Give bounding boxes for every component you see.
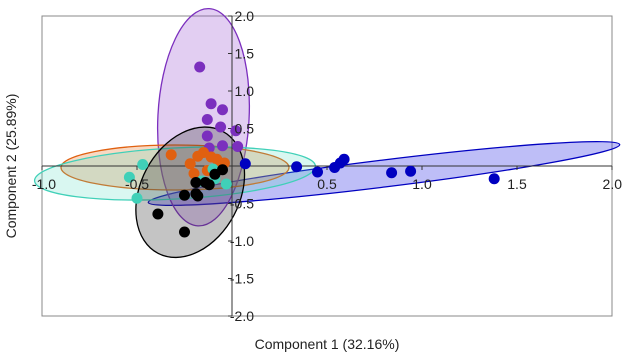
data-point-series-2 (215, 121, 227, 133)
data-point-series-4 (131, 192, 143, 204)
data-point-series-2 (201, 114, 213, 125)
data-point-series-2 (194, 61, 206, 73)
data-points (123, 61, 500, 238)
data-point-series-3 (165, 149, 177, 161)
data-point-series-3 (184, 158, 196, 170)
confidence-ellipses (33, 7, 621, 259)
data-point-series-2 (201, 130, 213, 142)
data-point-series-2 (232, 141, 244, 152)
y-tick-label: -0.5 (230, 196, 254, 212)
data-point-series-1 (239, 158, 251, 170)
y-tick-label: -1.0 (230, 233, 254, 249)
data-point-series-5 (179, 189, 190, 201)
tick-labels: -1.0 -0.5 0.5 1.0 1.5 2.0 2.0 1.5 1.0 0.5 -0.5 -1.0… (32, 8, 622, 324)
x-axis-title: Component 1 (32.16%) (255, 336, 400, 352)
data-point-series-5 (192, 190, 204, 202)
data-point-series-4 (220, 178, 232, 190)
x-tick-label: -0.5 (125, 176, 149, 192)
x-tick-label: -1.0 (32, 176, 56, 192)
y-axis-title: Component 2 (25.89%) (3, 94, 19, 239)
data-point-series-5 (217, 164, 228, 176)
data-point-series-4 (137, 159, 149, 170)
data-point-series-1 (386, 167, 398, 179)
data-point-series-2 (217, 140, 228, 152)
data-point-series-1 (488, 173, 500, 185)
data-point-series-5 (152, 208, 164, 220)
data-point-series-5 (190, 177, 202, 188)
data-point-series-3 (188, 168, 200, 179)
y-tick-label: 1.0 (235, 83, 255, 99)
y-tick-label: -2.0 (230, 308, 254, 324)
y-tick-label: 0.5 (235, 121, 255, 137)
data-point-series-1 (291, 161, 303, 173)
data-point-series-2 (230, 125, 242, 137)
confidence-ellipse-1 (147, 140, 621, 207)
data-point-series-2 (217, 104, 228, 116)
data-point-series-5 (203, 179, 215, 191)
data-point-series-1 (312, 166, 323, 178)
data-point-series-1 (338, 153, 350, 165)
data-point-series-4 (123, 171, 135, 183)
x-tick-label: 0.5 (317, 176, 337, 192)
x-tick-label: 2.0 (603, 176, 623, 192)
data-point-series-5 (179, 226, 190, 238)
axes (41, 15, 613, 317)
y-tick-label: -1.5 (230, 271, 254, 287)
x-tick-label: 1.5 (507, 176, 527, 192)
y-tick-label: 2.0 (235, 8, 255, 24)
y-tick-label: 1.5 (235, 46, 255, 62)
x-tick-label: 1.0 (412, 176, 432, 192)
data-point-series-2 (205, 98, 217, 110)
data-point-series-1 (405, 165, 417, 177)
